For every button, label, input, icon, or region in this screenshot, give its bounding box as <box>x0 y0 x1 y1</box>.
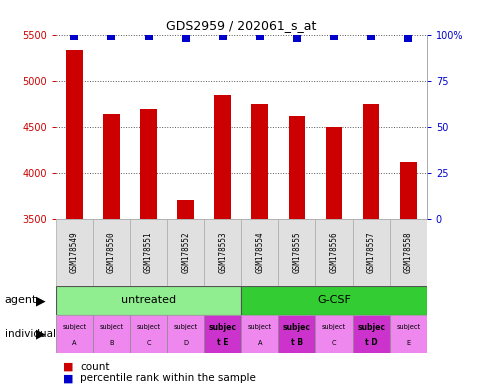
Text: A: A <box>257 339 261 346</box>
Bar <box>315 219 352 286</box>
Bar <box>352 219 389 286</box>
Text: E: E <box>405 339 409 346</box>
Text: subject: subject <box>136 324 160 330</box>
Text: G-CSF: G-CSF <box>317 295 350 306</box>
Text: ■: ■ <box>63 373 74 383</box>
Bar <box>251 104 268 384</box>
Text: D: D <box>183 339 188 346</box>
Text: GSM178551: GSM178551 <box>144 232 153 273</box>
Text: GSM178555: GSM178555 <box>292 232 301 273</box>
Bar <box>56 315 93 353</box>
Text: GSM178549: GSM178549 <box>70 232 79 273</box>
Bar <box>93 315 130 353</box>
Bar <box>288 116 304 384</box>
Text: t E: t E <box>216 338 228 347</box>
Text: subjec: subjec <box>208 323 236 332</box>
Point <box>107 33 115 40</box>
Text: B: B <box>109 339 113 346</box>
Text: ▶: ▶ <box>36 328 46 341</box>
Text: GSM178553: GSM178553 <box>218 232 227 273</box>
Text: GSM178554: GSM178554 <box>255 232 264 273</box>
Bar <box>177 200 194 384</box>
Text: individual: individual <box>5 329 56 339</box>
Bar <box>214 95 230 384</box>
Text: t B: t B <box>290 338 302 347</box>
Text: t D: t D <box>364 338 377 347</box>
Bar <box>389 219 426 286</box>
Text: A: A <box>72 339 76 346</box>
Bar <box>241 219 278 286</box>
Bar <box>399 162 416 384</box>
Text: subject: subject <box>62 324 86 330</box>
Point <box>70 33 78 40</box>
Bar <box>241 315 278 353</box>
Bar <box>204 219 241 286</box>
Text: subject: subject <box>395 324 420 330</box>
Bar <box>362 104 378 384</box>
Bar <box>130 219 166 286</box>
Text: percentile rank within the sample: percentile rank within the sample <box>80 373 256 383</box>
Bar <box>56 286 241 315</box>
Text: ▶: ▶ <box>36 294 46 307</box>
Text: C: C <box>331 339 336 346</box>
Point <box>182 35 189 41</box>
Bar <box>241 286 426 315</box>
Bar <box>389 315 426 353</box>
Bar <box>166 315 204 353</box>
Text: subject: subject <box>99 324 123 330</box>
Point <box>404 35 411 41</box>
Text: subject: subject <box>247 324 272 330</box>
Text: subjec: subjec <box>282 323 310 332</box>
Bar <box>204 315 241 353</box>
Bar <box>56 219 93 286</box>
Point <box>144 33 152 40</box>
Text: agent: agent <box>5 295 37 306</box>
Bar <box>278 219 315 286</box>
Bar <box>103 114 120 384</box>
Point <box>366 33 374 40</box>
Bar <box>93 219 130 286</box>
Bar <box>315 315 352 353</box>
Text: untreated: untreated <box>121 295 176 306</box>
Text: subjec: subjec <box>356 323 384 332</box>
Text: GSM178556: GSM178556 <box>329 232 338 273</box>
Text: subject: subject <box>321 324 346 330</box>
Text: C: C <box>146 339 151 346</box>
Bar <box>66 50 82 384</box>
Bar <box>130 315 166 353</box>
Text: count: count <box>80 362 109 372</box>
Point <box>256 33 263 40</box>
Text: GSM178558: GSM178558 <box>403 232 412 273</box>
Bar <box>352 315 389 353</box>
Text: ■: ■ <box>63 362 74 372</box>
Text: GSM178557: GSM178557 <box>366 232 375 273</box>
Point <box>292 35 300 41</box>
Text: subject: subject <box>173 324 197 330</box>
Bar <box>278 315 315 353</box>
Point <box>330 33 337 40</box>
Text: GSM178552: GSM178552 <box>181 232 190 273</box>
Point <box>218 33 226 40</box>
Text: GSM178550: GSM178550 <box>106 232 116 273</box>
Bar <box>325 127 342 384</box>
Title: GDS2959 / 202061_s_at: GDS2959 / 202061_s_at <box>166 19 316 32</box>
Bar <box>166 219 204 286</box>
Bar <box>140 109 156 384</box>
